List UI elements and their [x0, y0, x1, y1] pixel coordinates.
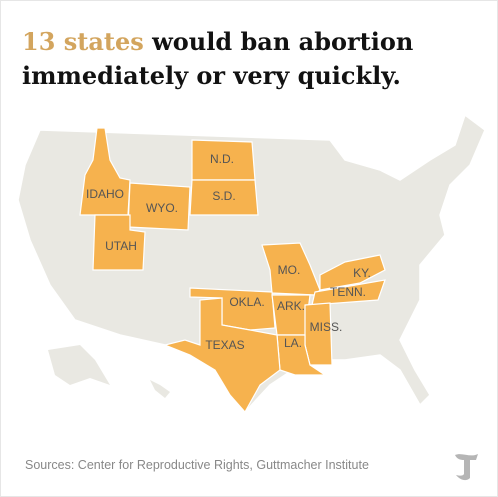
title-line-1: 13 states would ban abortion: [22, 27, 413, 56]
state-label: KY.: [353, 266, 371, 280]
state-label: N.D.: [210, 152, 234, 166]
state-louisiana: [276, 334, 327, 376]
state-tennessee: [311, 279, 386, 306]
map: [17, 113, 486, 414]
state-label: MISS.: [310, 320, 343, 334]
alaska: [48, 345, 110, 385]
state-label: WYO.: [146, 201, 178, 215]
state-wyoming: [127, 182, 191, 231]
state-label: MO.: [278, 263, 301, 277]
state-label: OKLA.: [229, 295, 264, 309]
logo: [455, 454, 478, 481]
state-texas: [163, 297, 281, 414]
state-label: ARK.: [277, 299, 305, 313]
hawaii: [150, 380, 170, 398]
state-label: TEXAS: [205, 338, 244, 352]
state-label: UTAH: [105, 239, 137, 253]
state-south-dakota: [189, 179, 259, 216]
state-labels: IDAHO WYO. UTAH N.D. S.D. MO. KY. TENN. …: [86, 152, 371, 352]
logo-mark: [455, 454, 478, 481]
state-label: LA.: [284, 336, 302, 350]
state-label: S.D.: [212, 189, 235, 203]
title-rest: would ban abortion: [151, 27, 413, 56]
state-label: TENN.: [330, 285, 366, 299]
source: Sources: Center for Reproductive Rights,…: [25, 458, 369, 472]
state-kentucky: [319, 254, 386, 291]
state-label: IDAHO: [86, 187, 124, 201]
title-highlight: 13 states: [22, 27, 144, 56]
state-utah: [92, 214, 146, 271]
title-line-2: immediately or very quickly.: [22, 61, 401, 90]
